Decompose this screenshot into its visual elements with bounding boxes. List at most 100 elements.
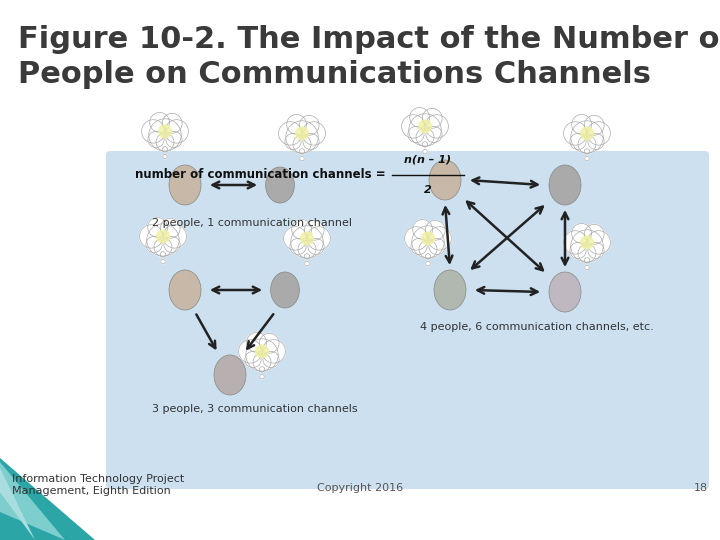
Circle shape (256, 345, 269, 357)
Circle shape (301, 232, 313, 245)
Circle shape (157, 230, 169, 242)
Circle shape (303, 133, 319, 150)
Circle shape (263, 352, 279, 368)
Circle shape (585, 157, 589, 161)
Circle shape (419, 240, 437, 258)
Circle shape (585, 265, 589, 270)
Circle shape (571, 121, 603, 153)
Circle shape (426, 254, 431, 259)
Circle shape (291, 226, 323, 258)
Circle shape (423, 150, 427, 154)
Circle shape (245, 352, 261, 368)
Circle shape (300, 116, 319, 135)
Circle shape (285, 133, 301, 150)
Circle shape (581, 236, 593, 249)
Polygon shape (0, 462, 65, 540)
Circle shape (585, 148, 590, 154)
Circle shape (305, 254, 310, 259)
Text: 18: 18 (694, 483, 708, 493)
Circle shape (161, 252, 166, 257)
Circle shape (408, 126, 424, 143)
Ellipse shape (549, 272, 581, 312)
Circle shape (411, 238, 427, 254)
Circle shape (571, 230, 603, 262)
Circle shape (422, 232, 434, 245)
Circle shape (585, 116, 604, 135)
Circle shape (405, 227, 428, 250)
Text: 2: 2 (424, 185, 432, 195)
Circle shape (570, 242, 586, 259)
Ellipse shape (271, 272, 300, 308)
Circle shape (564, 231, 587, 254)
Circle shape (587, 231, 611, 254)
Circle shape (259, 333, 279, 353)
Circle shape (423, 109, 442, 128)
Ellipse shape (169, 165, 201, 205)
Circle shape (154, 238, 172, 256)
Circle shape (262, 340, 285, 363)
Circle shape (416, 128, 434, 146)
Circle shape (247, 333, 266, 352)
Circle shape (296, 127, 308, 140)
Ellipse shape (549, 165, 581, 205)
Circle shape (287, 114, 307, 134)
Text: Information Technology Project
Management, Eighth Edition: Information Technology Project Managemen… (12, 474, 184, 496)
Circle shape (305, 220, 324, 240)
Circle shape (572, 114, 592, 134)
Circle shape (425, 114, 449, 138)
Text: 2 people, 1 communication channel: 2 people, 1 communication channel (152, 218, 352, 228)
Circle shape (259, 367, 265, 372)
Circle shape (279, 122, 302, 145)
Circle shape (302, 122, 325, 145)
Circle shape (292, 219, 312, 239)
Circle shape (290, 238, 306, 254)
Circle shape (564, 122, 587, 145)
Circle shape (410, 107, 430, 127)
Circle shape (156, 133, 174, 151)
Circle shape (572, 224, 592, 244)
Circle shape (308, 238, 324, 254)
Circle shape (409, 114, 441, 146)
Circle shape (161, 218, 180, 238)
Circle shape (588, 242, 604, 259)
Circle shape (163, 225, 186, 248)
Circle shape (149, 119, 181, 151)
Ellipse shape (429, 160, 461, 200)
Text: Copyright 2016: Copyright 2016 (317, 483, 403, 493)
Ellipse shape (169, 270, 201, 310)
Circle shape (162, 113, 182, 133)
Circle shape (246, 339, 278, 371)
Circle shape (158, 125, 171, 138)
Circle shape (165, 120, 189, 143)
Circle shape (585, 258, 590, 263)
Circle shape (238, 340, 262, 363)
Circle shape (286, 121, 318, 153)
Circle shape (426, 126, 442, 143)
Ellipse shape (266, 167, 294, 203)
Ellipse shape (214, 355, 246, 395)
Circle shape (423, 141, 428, 147)
Circle shape (164, 237, 180, 253)
Text: n(n – 1): n(n – 1) (405, 155, 451, 165)
Circle shape (161, 259, 166, 264)
Circle shape (146, 237, 162, 253)
Circle shape (148, 218, 168, 237)
FancyBboxPatch shape (106, 151, 709, 489)
Circle shape (162, 147, 168, 152)
Circle shape (426, 220, 445, 240)
Circle shape (402, 114, 425, 138)
Circle shape (298, 240, 316, 258)
Polygon shape (0, 468, 35, 540)
Circle shape (163, 154, 167, 159)
Circle shape (305, 261, 310, 266)
Circle shape (260, 374, 264, 379)
Circle shape (588, 133, 604, 150)
Circle shape (585, 225, 604, 244)
Text: number of communication channels =: number of communication channels = (135, 168, 390, 181)
Circle shape (142, 120, 165, 143)
Circle shape (426, 261, 431, 266)
Circle shape (300, 157, 305, 161)
Circle shape (284, 227, 307, 250)
Circle shape (147, 224, 179, 256)
Circle shape (429, 238, 445, 254)
